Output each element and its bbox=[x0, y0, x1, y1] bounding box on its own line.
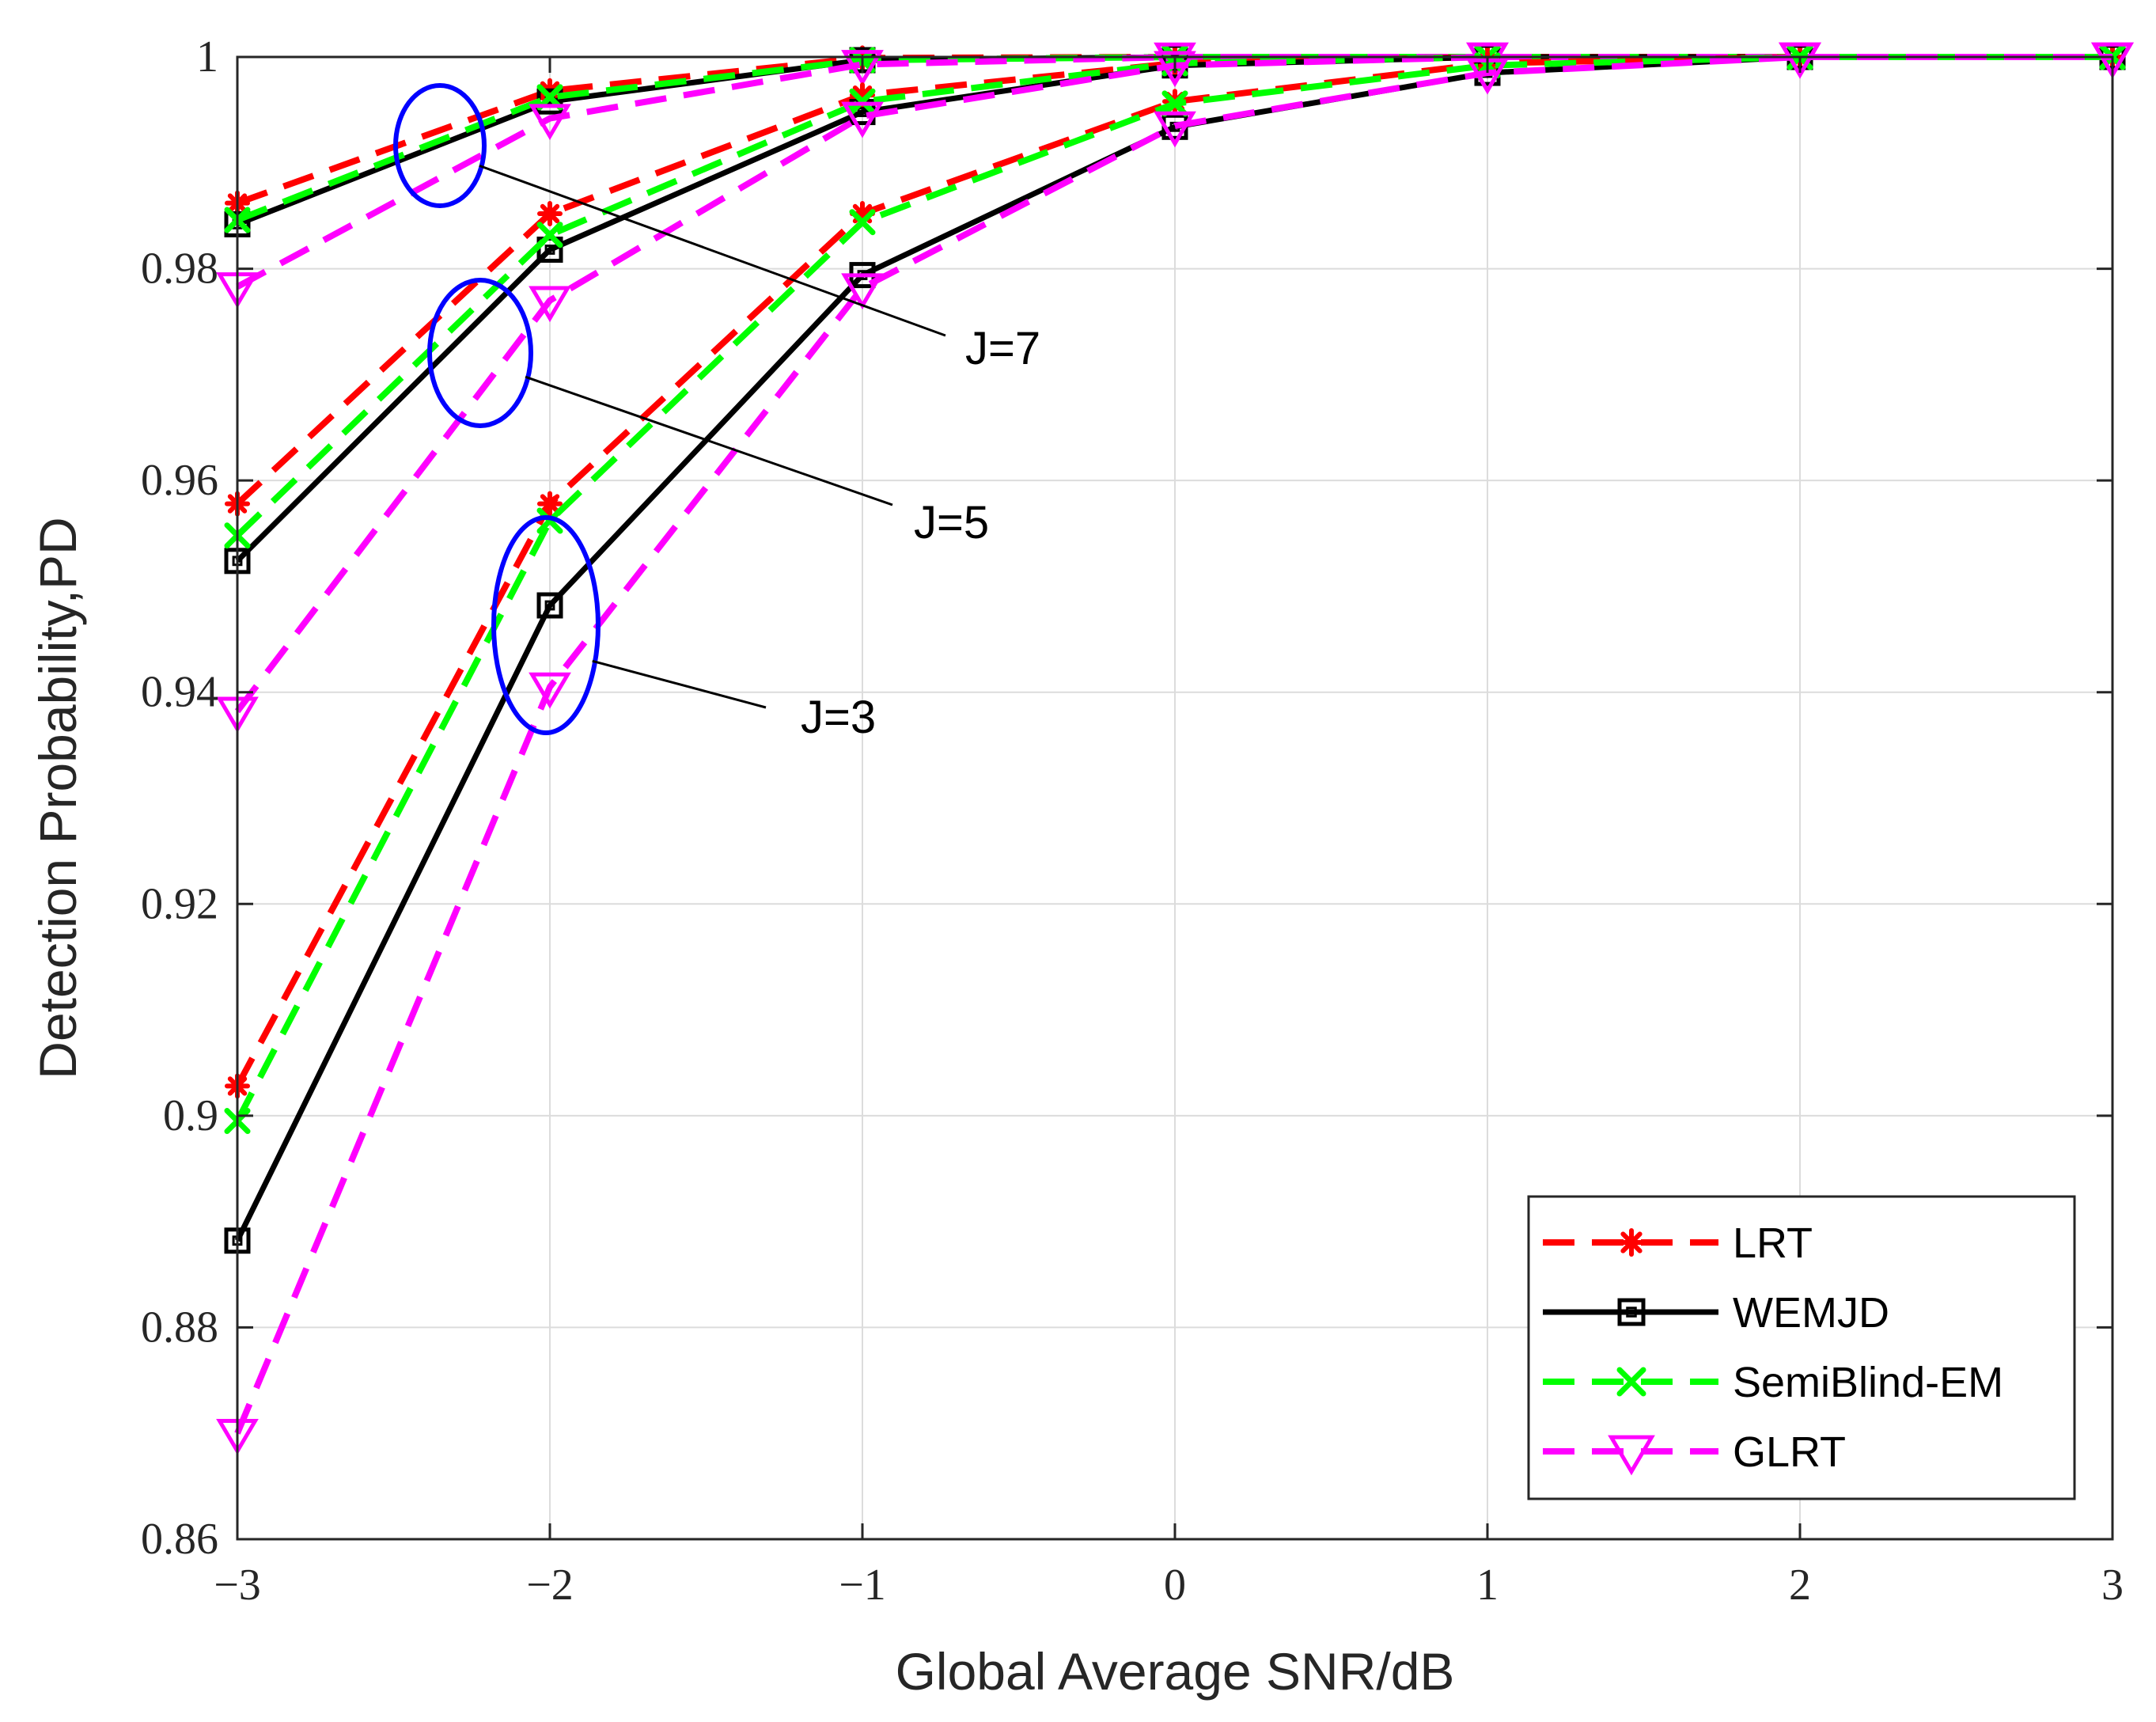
marker-x-stroke bbox=[536, 222, 563, 248]
legend-item-lrt: LRT bbox=[1543, 1219, 1813, 1267]
annotation-ellipse bbox=[427, 278, 533, 428]
marker-asterisk-stroke bbox=[1620, 1231, 1643, 1254]
marker-triangle-down bbox=[1154, 42, 1196, 79]
legend: LRT WEMJD SemiBlind-EM GLRT bbox=[1527, 1195, 2076, 1500]
marker-triangle-down bbox=[1608, 1435, 1655, 1476]
y-tick-label: 0.88 bbox=[141, 1303, 218, 1352]
marker-x-stroke bbox=[849, 88, 876, 115]
legend-label: LRT bbox=[1733, 1219, 1813, 1267]
marker-square-inner bbox=[544, 245, 555, 255]
series-line bbox=[234, 54, 2112, 1435]
marker-triangle-shape bbox=[1608, 1435, 1655, 1476]
marker-triangle-down bbox=[1154, 51, 1196, 88]
y-tick-label: 0.9 bbox=[163, 1091, 218, 1140]
legend-item-glrt: GLRT bbox=[1543, 1428, 1846, 1476]
marker-asterisk bbox=[1617, 1228, 1646, 1257]
marker-asterisk-stroke bbox=[540, 494, 560, 514]
annotation-leader bbox=[479, 164, 946, 337]
x-tick-label: −3 bbox=[214, 1561, 261, 1610]
legend-item-semiblind-em: SemiBlind-EM bbox=[1543, 1359, 2003, 1406]
marker-triangle-down bbox=[529, 104, 571, 141]
marker-triangle-down bbox=[2091, 42, 2134, 79]
marker-x-stroke bbox=[536, 507, 563, 534]
annotation-label: J=5 bbox=[914, 497, 989, 548]
marker-triangle-shape bbox=[529, 672, 571, 709]
annotation-j3: J=3 bbox=[491, 515, 876, 743]
annotation-leader bbox=[525, 375, 893, 506]
marker-triangle-shape bbox=[1154, 51, 1196, 88]
marker-x bbox=[1616, 1367, 1646, 1397]
marker-triangle-down bbox=[529, 286, 571, 323]
x-tick-label: −2 bbox=[526, 1561, 574, 1610]
marker-square-shape bbox=[536, 592, 563, 619]
marker-triangle-shape bbox=[841, 101, 884, 138]
y-tick-label: 0.94 bbox=[141, 668, 218, 717]
marker-x bbox=[536, 507, 563, 534]
marker-triangle-down bbox=[841, 273, 884, 310]
marker-triangle-down bbox=[841, 101, 884, 138]
marker-x-stroke bbox=[1161, 90, 1188, 117]
marker-triangle-shape bbox=[1154, 111, 1196, 148]
annotations: J=7 J=5 J=3 bbox=[393, 83, 1040, 743]
axes: −3 −2 −1 0 1 2 3 0.86 0.88 0.9 0.92 0.94 0.96 0.98 1 bbox=[141, 32, 2124, 1610]
marker-triangle-shape bbox=[1154, 42, 1196, 79]
marker-x bbox=[536, 222, 563, 248]
x-tick-label: 3 bbox=[2101, 1561, 2124, 1610]
legend-item-wemjd: WEMJD bbox=[1543, 1289, 1889, 1337]
marker-square-shape bbox=[1617, 1298, 1646, 1326]
marker-triangle-down bbox=[841, 50, 884, 86]
y-tick-label: 0.96 bbox=[141, 456, 218, 505]
y-tick-label: 0.98 bbox=[141, 245, 218, 294]
x-tick-label: 0 bbox=[1164, 1561, 1186, 1610]
x-tick-label: 1 bbox=[1476, 1561, 1499, 1610]
y-axis-title: Detection Probability,PD bbox=[28, 517, 87, 1079]
annotation-label: J=3 bbox=[801, 692, 876, 743]
y-tick-label: 0.86 bbox=[141, 1515, 218, 1564]
marker-asterisk-stroke bbox=[540, 203, 560, 224]
marker-square bbox=[1617, 1298, 1646, 1326]
marker-triangle-shape bbox=[529, 286, 571, 323]
annotation-ellipse bbox=[491, 515, 601, 735]
marker-x bbox=[849, 88, 876, 115]
marker-triangle-shape bbox=[2091, 42, 2134, 79]
x-tick-label: 2 bbox=[1789, 1561, 1811, 1610]
y-tick-label: 0.92 bbox=[141, 879, 218, 928]
marker-x bbox=[849, 209, 876, 236]
marker-triangle-down bbox=[1154, 111, 1196, 148]
marker-x-stroke bbox=[849, 209, 876, 236]
y-tick-label: 1 bbox=[196, 32, 218, 82]
marker-x bbox=[1161, 90, 1188, 117]
annotation-leader bbox=[592, 659, 767, 709]
legend-label: GLRT bbox=[1733, 1428, 1846, 1476]
marker-x-stroke bbox=[1616, 1367, 1646, 1397]
marker-triangle-shape bbox=[841, 50, 884, 86]
legend-label: SemiBlind-EM bbox=[1733, 1359, 2003, 1406]
annotation-j5: J=5 bbox=[427, 278, 989, 548]
x-axis-title: Global Average SNR/dB bbox=[896, 1642, 1455, 1701]
marker-triangle-down bbox=[1779, 42, 1821, 79]
marker-triangle-shape bbox=[841, 273, 884, 310]
annotation-j7: J=7 bbox=[393, 83, 1040, 374]
legend-label: WEMJD bbox=[1733, 1289, 1889, 1337]
marker-triangle-down bbox=[529, 672, 571, 709]
marker-triangle-shape bbox=[1779, 42, 1821, 79]
marker-square-inner bbox=[1626, 1307, 1637, 1318]
marker-asterisk bbox=[537, 491, 563, 517]
marker-square-inner bbox=[857, 107, 868, 117]
x-tick-label: −1 bbox=[839, 1561, 886, 1610]
marker-asterisk bbox=[537, 201, 563, 227]
marker-triangle-shape bbox=[529, 104, 571, 141]
annotation-label: J=7 bbox=[965, 323, 1040, 374]
marker-square-inner bbox=[544, 600, 555, 611]
annotation-ellipse bbox=[393, 83, 487, 208]
marker-square bbox=[536, 592, 563, 619]
